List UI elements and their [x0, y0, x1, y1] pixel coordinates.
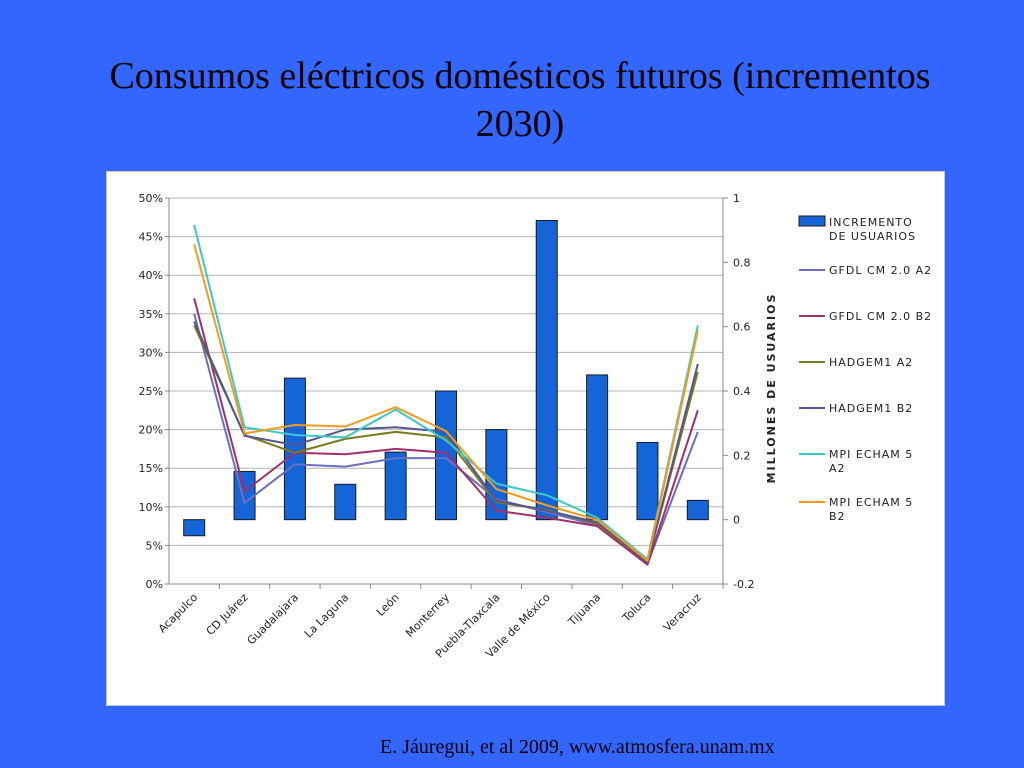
legend-label: INCREMENTO	[829, 216, 913, 229]
x-tick-label: Veracruz	[661, 591, 704, 634]
legend-entry-5: HADGEM1 B2	[799, 402, 913, 415]
slide-title-line-2: 2030)	[475, 103, 565, 145]
bar-5	[384, 451, 407, 521]
x-tick-label: Acapulco	[156, 591, 201, 636]
bar-3	[283, 377, 306, 521]
y-left-tick-label: 45%	[139, 231, 163, 244]
legend-label: MPI ECHAM 5	[829, 448, 913, 461]
legend-label: GFDL CM 2.0 B2	[829, 310, 932, 323]
slide-title: Consumos eléctricos domésticos futuros (…	[60, 52, 980, 148]
x-tick-label: Toluca	[619, 591, 653, 625]
y-left-tick-label: 40%	[139, 269, 163, 282]
bar-10	[636, 441, 659, 521]
legend-label: HADGEM1 A2	[829, 356, 913, 369]
legend-entry-3: GFDL CM 2.0 B2	[799, 310, 932, 323]
y-left-tick-label: 0%	[146, 578, 163, 591]
legend-label: DE USUARIOS	[829, 230, 916, 243]
line-layer	[193, 224, 699, 566]
legend-label: GFDL CM 2.0 A2	[829, 264, 932, 277]
y-left-tick-label: 50%	[139, 192, 163, 205]
y-left-tick-label: 20%	[139, 424, 163, 437]
legend-label: B2	[829, 510, 846, 523]
y-left-tick-label: 25%	[139, 385, 163, 398]
x-tick-label: Monterrey	[403, 591, 452, 640]
bar-8	[535, 220, 558, 521]
y-left-tick-label: 5%	[146, 539, 163, 552]
y-right-tick-label: -0.2	[733, 578, 754, 591]
citation: E. Jáuregui, et al 2009, www.atmosfera.u…	[380, 736, 775, 758]
x-tick-label: La Laguna	[302, 591, 351, 640]
y-left-tick-label: 30%	[139, 346, 163, 359]
legend-entry-4: HADGEM1 A2	[799, 356, 913, 369]
bar-4	[334, 483, 357, 521]
legend-label: MPI ECHAM 5	[829, 496, 913, 509]
x-tick-label: Tijuana	[565, 591, 603, 629]
y-right-axis-title: MILLONES DE USUARIOS	[765, 293, 778, 484]
bar-9	[586, 374, 609, 521]
y-right-tick-label: 0.8	[733, 256, 751, 269]
legend-entry-6: MPI ECHAM 5A2	[799, 448, 913, 475]
series-line-2	[193, 298, 699, 566]
y-right-tick-label: 0	[733, 514, 740, 527]
series-line-5	[193, 224, 699, 561]
legend-entry-7: MPI ECHAM 5B2	[799, 496, 913, 523]
x-tick-label: Guadalajara	[245, 591, 301, 647]
legend-label: HADGEM1 B2	[829, 402, 913, 415]
y-left-tick-label: 15%	[139, 462, 163, 475]
legend-label: A2	[829, 462, 846, 475]
y-left-tick-label: 35%	[139, 308, 163, 321]
bar-1	[183, 519, 206, 537]
bar-6	[435, 390, 457, 521]
legend-entry-2: GFDL CM 2.0 A2	[799, 264, 932, 277]
y-right-tick-label: 0.2	[733, 449, 751, 462]
bar-7	[485, 429, 508, 521]
x-tick-label: CD Juárez	[204, 591, 251, 638]
y-right-tick-label: 0.6	[733, 321, 751, 334]
chart-panel: 0% 5% 10% 15% 20% 25% 30% 35% 40% 45% 50% -0.2 0 0.2 0…	[106, 171, 945, 706]
y-right-tick-label: 0.4	[733, 385, 751, 398]
chart-svg: 0% 5% 10% 15% 20% 25% 30% 35% 40% 45% 50% -0.2 0 0.2 0…	[139, 192, 932, 661]
y-left-tick-label: 10%	[139, 501, 163, 514]
legend-swatch-bar	[798, 215, 826, 227]
bar-11	[686, 499, 709, 521]
y-right-tick-label: 1	[733, 192, 740, 205]
x-tick-label: León	[374, 591, 402, 619]
bar-layer	[183, 220, 709, 537]
slide-title-line-1: Consumos eléctricos domésticos futuros (…	[109, 55, 931, 97]
series-line-6	[193, 244, 699, 562]
